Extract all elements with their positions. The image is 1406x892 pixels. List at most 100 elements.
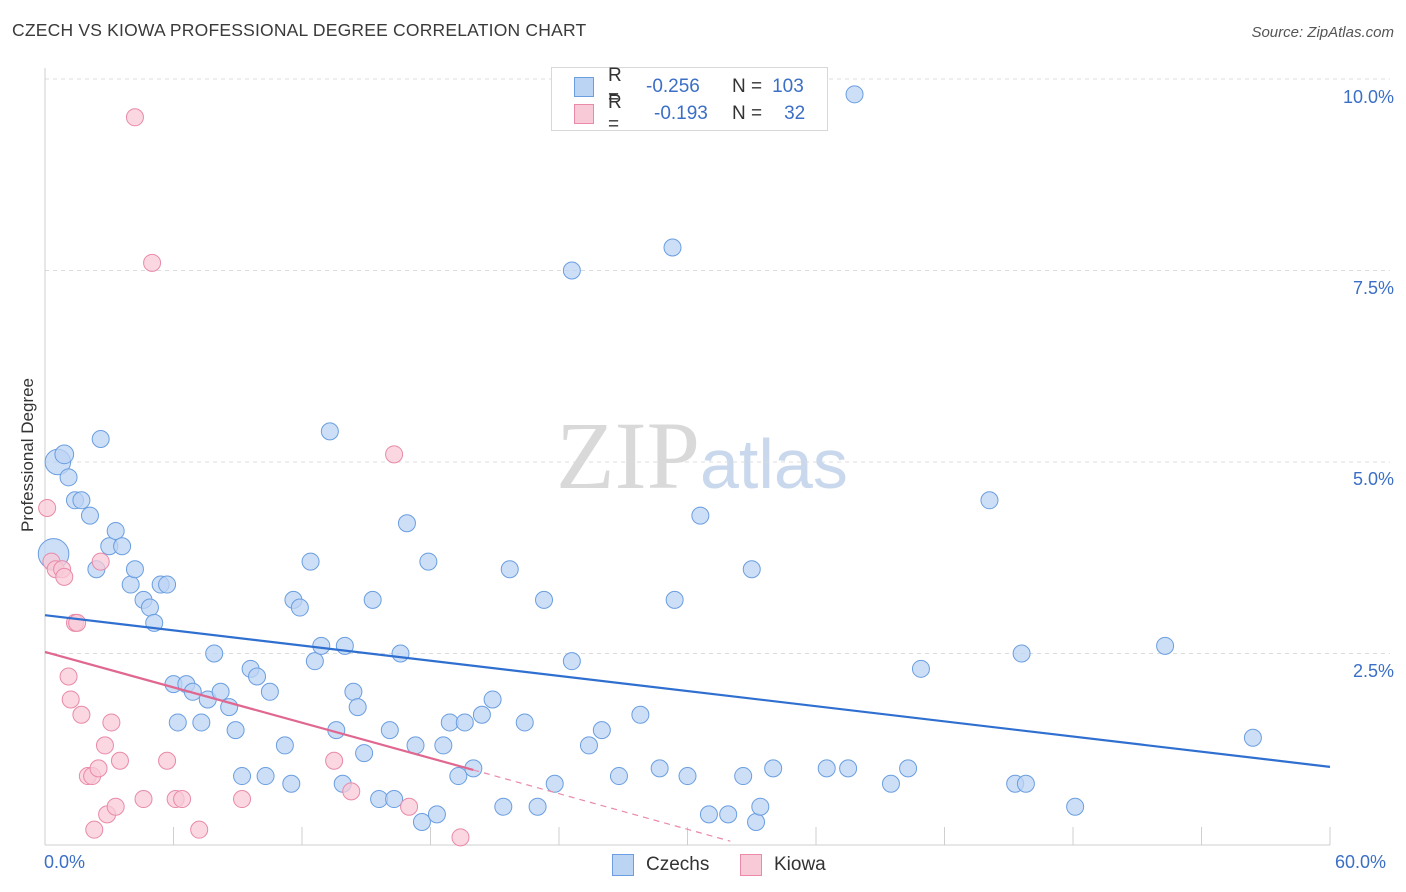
kiowa-point: [72, 705, 91, 724]
czechs-point: [483, 690, 502, 709]
czechs-point: [500, 560, 519, 579]
czechs-point: [1016, 774, 1035, 793]
czechs-point: [140, 598, 159, 617]
y-tick-10-0: 10.0%: [1342, 87, 1394, 107]
chart-title: CZECH VS KIOWA PROFESSIONAL DEGREE CORRE…: [12, 20, 587, 40]
czechs-point: [1066, 797, 1085, 816]
n-label: N =: [732, 76, 763, 97]
czechs-point: [562, 261, 581, 280]
watermark-atlas: atlas: [700, 425, 848, 503]
czechs-point: [305, 652, 324, 671]
legend-row-kiowa: R = -0.193 N = 32: [574, 92, 805, 135]
source-credit: Source: ZipAtlas.com: [1251, 24, 1394, 41]
czechs-point: [440, 713, 459, 732]
czechs-point: [650, 759, 669, 778]
czechs-point: [1012, 644, 1031, 663]
czechs-point: [1243, 728, 1262, 747]
kiowa-r-value: -0.193: [654, 103, 708, 124]
czechs-point: [1156, 636, 1175, 655]
czechs-r-value: -0.256: [646, 76, 700, 97]
kiowa-point: [385, 445, 404, 464]
czechs-point: [125, 560, 144, 579]
czechs-point: [528, 797, 547, 816]
czechs-point: [385, 790, 404, 809]
czechs-point: [233, 767, 252, 786]
czechs-point: [562, 652, 581, 671]
kiowa-point: [125, 108, 144, 127]
kiowa-point: [95, 736, 114, 755]
czechs-point: [515, 713, 534, 732]
czechs-point: [54, 444, 75, 465]
czechs-point: [363, 590, 382, 609]
czechs-point: [434, 736, 453, 755]
czechs-legend-swatch: [612, 854, 634, 876]
czechs-point: [691, 506, 710, 525]
kiowa-point: [342, 782, 361, 801]
kiowa-point: [38, 498, 57, 517]
kiowa-point: [143, 253, 162, 272]
czechs-point: [545, 774, 564, 793]
czechs-point: [290, 598, 309, 617]
czechs-point: [455, 713, 474, 732]
czechs-swatch: [574, 77, 594, 97]
czechs-point: [742, 560, 761, 579]
kiowa-point: [451, 828, 470, 847]
czechs-point: [881, 774, 900, 793]
kiowa-point: [158, 751, 177, 770]
czechs-point: [205, 644, 224, 663]
y-tick-7-5: 7.5%: [1352, 278, 1394, 298]
czechs-point: [106, 521, 125, 540]
kiowa-point: [134, 790, 153, 809]
czechs-point: [192, 713, 211, 732]
czechs-point: [344, 682, 363, 701]
czechs-point: [412, 813, 431, 832]
czechs-point: [699, 805, 718, 824]
kiowa-point: [325, 751, 344, 770]
czechs-point: [370, 790, 389, 809]
kiowa-point: [61, 690, 80, 709]
kiowa-point: [68, 613, 87, 632]
n-label: N =: [732, 103, 763, 124]
czechs-point: [80, 506, 99, 525]
czechs-point: [260, 682, 279, 701]
kiowa-trend-line: [44, 650, 474, 771]
kiowa-point: [55, 567, 74, 586]
r-label: R =: [608, 65, 622, 108]
czechs-point: [609, 767, 628, 786]
watermark-zip: ZIP: [556, 402, 700, 509]
bottom-legend-kiowa: Kiowa: [740, 852, 826, 878]
czechs-point: [121, 575, 140, 594]
czechs-point: [817, 759, 836, 778]
r-label: R =: [608, 92, 622, 135]
legend-row-czechs: R = -0.256 N = 103: [574, 65, 804, 108]
czechs-point: [113, 537, 132, 556]
czechs-point: [899, 759, 918, 778]
czechs-point: [348, 698, 367, 717]
czechs-point: [678, 767, 697, 786]
kiowa-trend-extension: [473, 769, 731, 842]
czechs-point: [72, 491, 91, 510]
kiowa-point: [400, 797, 419, 816]
kiowa-point: [173, 790, 192, 809]
kiowa-point: [106, 797, 125, 816]
czechs-point: [397, 514, 416, 533]
czechs-point: [719, 805, 738, 824]
kiowa-point: [59, 667, 78, 686]
kiowa-point: [89, 759, 108, 778]
y-tick-5-0: 5.0%: [1352, 469, 1394, 489]
czechs-point: [980, 491, 999, 510]
czechs-point: [91, 430, 110, 449]
czechs-point: [579, 736, 598, 755]
czechs-point: [226, 721, 245, 740]
czechs-point: [911, 659, 930, 678]
kiowa-point: [91, 552, 110, 571]
y-tick-2-5: 2.5%: [1352, 661, 1394, 681]
czechs-point: [751, 797, 770, 816]
czechs-point: [839, 759, 858, 778]
czechs-point: [419, 552, 438, 571]
czechs-point: [312, 636, 331, 655]
czechs-point: [665, 590, 684, 609]
czechs-point: [158, 575, 177, 594]
kiowa-point: [233, 790, 252, 809]
